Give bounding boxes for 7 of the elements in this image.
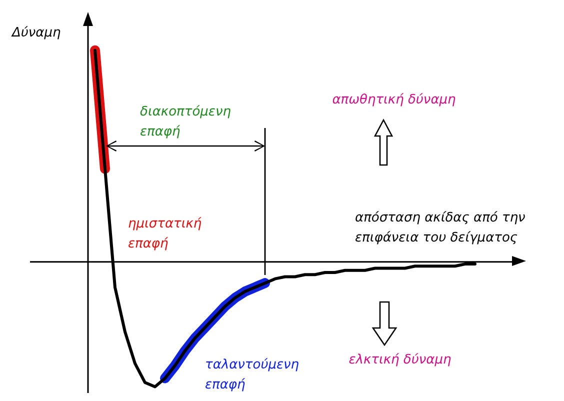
annotation: ελκτική δύναμη (348, 352, 452, 368)
series-label: ταλαντούμενη επαφή (205, 357, 300, 392)
x-axis-title: απόσταση ακίδας από την επιφάνεια του δείγματος (355, 210, 526, 246)
text: ημιστατική επαφή (128, 216, 202, 252)
annotation: απωθητική δύναμη (332, 92, 456, 108)
y-axis-title: Δύναμη (11, 25, 61, 40)
annotation: διακοπτόμενη επαφή (140, 104, 231, 140)
